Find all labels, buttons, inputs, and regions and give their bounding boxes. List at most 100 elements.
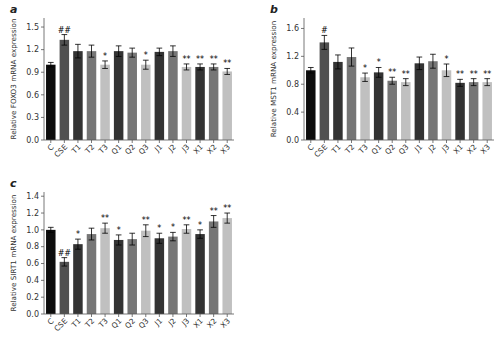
y-tick (41, 213, 44, 214)
x-tick-label: T1 (69, 316, 83, 330)
bar (209, 67, 219, 140)
x-tick (365, 140, 366, 143)
error-bar (471, 79, 477, 86)
x-tick-label: X3 (219, 316, 233, 330)
x-tick (77, 140, 78, 143)
panel: a0.00.30.60.91.21.5Relative FOXO3 mRNA e… (9, 3, 234, 159)
x-tick (392, 140, 393, 143)
y-axis (44, 192, 45, 314)
x-tick (200, 314, 201, 317)
annotation: ** (142, 216, 150, 225)
x-tick-label: X3 (479, 142, 493, 156)
error-bar (197, 64, 203, 70)
y-tick-label: 0.9 (26, 68, 39, 77)
annotation: * (76, 230, 80, 239)
annotation: ** (196, 55, 204, 64)
bar (195, 67, 205, 140)
x-tick (186, 140, 187, 143)
bar (222, 71, 232, 140)
annotation: ## (58, 26, 72, 35)
bar (401, 82, 411, 140)
y-tick (41, 117, 44, 118)
bar (306, 70, 316, 140)
x-tick (378, 140, 379, 143)
x-tick (159, 140, 160, 143)
x-tick (460, 140, 461, 143)
annotation: ** (210, 207, 218, 216)
x-tick (91, 314, 92, 317)
y-tick (41, 27, 44, 28)
error-bar (102, 223, 108, 233)
x-tick-label: J2 (426, 142, 438, 154)
bar (222, 218, 232, 314)
bar (347, 57, 357, 140)
error-bar (129, 233, 135, 245)
annotation: * (157, 224, 161, 233)
x-tick (473, 140, 474, 143)
x-tick-label: CSE (52, 316, 69, 333)
bar (482, 82, 492, 140)
annotation: # (321, 26, 328, 35)
error-bar (403, 79, 409, 86)
annotation: * (144, 51, 148, 60)
y-tick-label: 1.4 (26, 192, 39, 201)
error-bar (75, 44, 81, 58)
error-bar (48, 62, 54, 67)
plot-area (306, 35, 492, 140)
y-tick-label: 0.4 (26, 276, 39, 285)
x-tick-label: T3 (96, 316, 110, 330)
y-tick-label: 0.0 (26, 310, 39, 319)
error-bar (143, 60, 149, 69)
panel: b0.00.40.81.21.6Relative MST1 mRNA expre… (269, 3, 494, 159)
x-tick-label: X1 (192, 316, 206, 330)
bar (469, 82, 479, 140)
bar (155, 238, 165, 314)
y-tick-label: 0.6 (26, 259, 39, 268)
x-tick-label: CSE (312, 142, 329, 159)
bar (320, 42, 330, 140)
x-axis (44, 314, 234, 315)
y-tick (41, 196, 44, 197)
error-bar (430, 54, 436, 68)
annotation: * (171, 223, 175, 232)
annotation: ** (183, 216, 191, 225)
y-tick-label: 0.3 (26, 113, 39, 122)
error-bar (308, 67, 314, 73)
bar (87, 234, 97, 314)
y-tick-label: 0.6 (26, 91, 39, 100)
x-tick-label: J2 (166, 142, 178, 154)
error-bar (48, 227, 54, 232)
error-bar (170, 46, 176, 57)
x-tick-label: J2 (166, 316, 178, 328)
y-tick (41, 297, 44, 298)
error-bar (335, 55, 341, 69)
x-tick (64, 140, 65, 143)
error-bar (322, 35, 328, 49)
x-tick-label: Q2 (123, 316, 137, 330)
x-tick (200, 140, 201, 143)
annotation: * (377, 58, 381, 67)
bar (60, 262, 70, 314)
x-tick-label: X2 (205, 316, 219, 330)
x-tick-label: T2 (83, 316, 97, 330)
x-tick (91, 140, 92, 143)
error-bar (102, 61, 108, 69)
y-axis-label: Relative SIRT1 mRNA expression (9, 194, 18, 311)
bar (127, 53, 137, 140)
x-tick-label: X1 (452, 142, 466, 156)
bar (415, 63, 425, 140)
annotation: ** (483, 70, 491, 79)
x-tick-label: CSE (52, 142, 69, 159)
x-tick-label: Q2 (123, 142, 137, 156)
y-tick (41, 72, 44, 73)
error-bar (211, 64, 217, 70)
error-bar (444, 64, 450, 77)
annotation: ** (402, 70, 410, 79)
annotation: * (117, 226, 121, 235)
x-tick-label: Q1 (110, 316, 124, 330)
y-tick (301, 84, 304, 85)
x-tick (172, 314, 173, 317)
x-tick-label: J1 (412, 142, 424, 154)
error-bar (376, 67, 382, 77)
error-bar (157, 233, 163, 243)
